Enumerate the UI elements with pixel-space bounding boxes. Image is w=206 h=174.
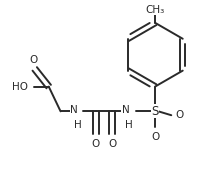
Text: N: N [122, 105, 129, 115]
Text: N: N [70, 105, 78, 115]
Text: O: O [151, 132, 159, 142]
Text: H: H [125, 120, 133, 130]
Text: O: O [176, 110, 184, 120]
Text: O: O [29, 55, 37, 65]
Text: O: O [92, 139, 100, 149]
Text: S: S [151, 105, 159, 118]
Text: HO: HO [12, 82, 28, 92]
Text: O: O [108, 139, 116, 149]
Text: H: H [74, 120, 82, 130]
Text: CH₃: CH₃ [145, 5, 165, 15]
